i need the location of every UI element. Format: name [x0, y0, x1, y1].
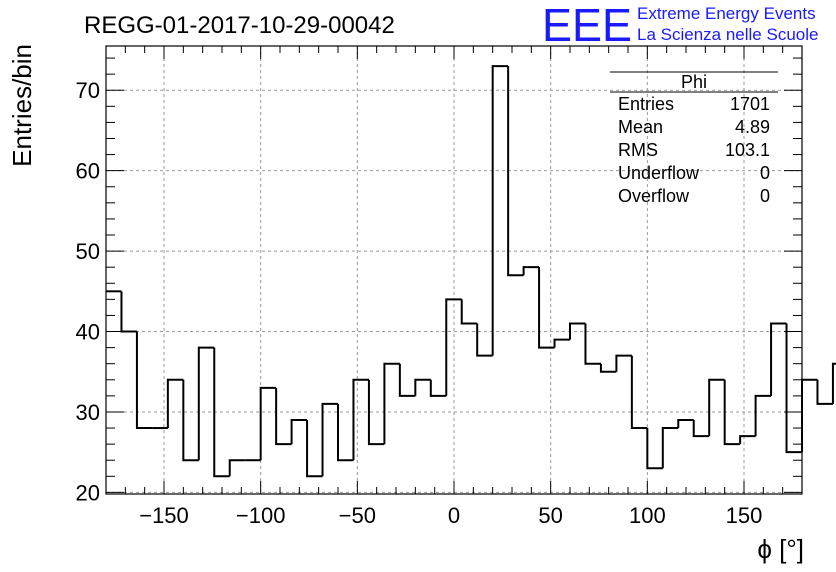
histogram-bin [460, 299, 478, 325]
histogram-bin [739, 435, 756, 445]
histogram-bin [538, 267, 555, 349]
eee-logo: EEE Extreme Energy Events La Scienza nel… [542, 0, 818, 51]
chart-title: REGG-01-2017-10-29-00042 [84, 12, 395, 39]
histogram-bin [507, 66, 524, 277]
histogram-bars [106, 65, 836, 478]
x-tick-label: −100 [236, 503, 286, 528]
stats-row-value: 0 [760, 186, 770, 206]
x-tick-label: 50 [538, 503, 562, 528]
histogram-bin [646, 428, 663, 470]
histogram-bin [197, 346, 215, 461]
axis-ticks [105, 46, 803, 494]
histogram-bin [816, 379, 833, 405]
x-tick-labels: −150 −100 −50 0 50 100 150 [139, 503, 762, 528]
histogram-bin [383, 362, 400, 445]
histogram-bin [135, 331, 153, 430]
stats-row-value: 4.89 [735, 117, 770, 137]
histogram-bin [491, 65, 509, 356]
histogram-bin [630, 355, 648, 430]
grid-lines [106, 46, 802, 494]
x-tick-label: 100 [629, 503, 666, 528]
histogram-bin [677, 419, 694, 429]
stats-row-label: RMS [618, 140, 658, 160]
y-tick-labels: 20 30 40 50 60 70 [76, 78, 100, 505]
histogram-bin [785, 323, 802, 454]
histogram-bin [414, 378, 431, 396]
histogram-bin [801, 378, 818, 453]
stats-title: Phi [681, 72, 707, 92]
stats-row-value: 1701 [730, 94, 770, 114]
histogram-bin [352, 378, 369, 461]
x-tick-label: −150 [139, 503, 189, 528]
stats-rows: Entries 1701 Mean 4.89 RMS 103.1 Underflow 0 Ove… [618, 94, 770, 206]
histogram-bin [166, 378, 184, 429]
histogram-bin [321, 402, 338, 477]
x-tick-label: 150 [726, 503, 763, 528]
stats-row-value: 0 [760, 163, 770, 183]
histogram-bin [553, 338, 570, 348]
stats-row-value: 103.1 [725, 140, 770, 160]
x-tick-label: −50 [339, 503, 376, 528]
histogram-bin [615, 354, 632, 372]
eee-logo-line1: Extreme Energy Events [637, 4, 816, 23]
y-tick-label: 30 [76, 400, 100, 425]
histogram-bin [584, 323, 601, 365]
histogram-bin [367, 379, 385, 446]
stats-box: Phi Entries 1701 Mean 4.89 RMS 103.1 Underflow… [610, 71, 778, 206]
stats-row-label: Overflow [618, 186, 690, 206]
eee-logo-letters: EEE [542, 0, 632, 51]
histogram-bin [259, 386, 277, 461]
y-tick-label: 50 [76, 239, 100, 264]
histogram-bin [708, 378, 725, 437]
y-tick-label: 70 [76, 78, 100, 103]
histogram-bin [692, 420, 710, 438]
histogram-bin [337, 403, 354, 462]
eee-logo-line2: La Scienza nelle Scuole [637, 25, 818, 44]
histogram-bin [831, 362, 836, 404]
histogram-bin [398, 363, 416, 397]
y-tick-label: 60 [76, 159, 100, 184]
y-tick-label: 20 [76, 480, 100, 505]
y-axis-label: Entries/bin [7, 44, 37, 167]
plot-frame [105, 45, 803, 495]
histogram-bin [429, 379, 447, 397]
y-tick-label: 40 [76, 320, 100, 345]
stats-row-label: Entries [618, 94, 674, 114]
histogram-bin [569, 322, 586, 340]
histogram-bin [290, 419, 308, 445]
stats-row-label: Mean [618, 117, 663, 137]
histogram-bin [522, 266, 540, 276]
histogram-bin [120, 291, 137, 333]
histogram-bin [476, 323, 493, 357]
histogram-bin [306, 420, 323, 478]
histogram-bin [661, 427, 679, 469]
histogram-bin [213, 347, 230, 478]
histogram-bin [228, 459, 246, 477]
histogram-bin [275, 387, 292, 446]
histogram-bin [754, 394, 772, 437]
histogram-bin [182, 379, 199, 462]
histogram-bin [723, 379, 741, 446]
histogram-bin [445, 298, 462, 396]
histogram-bin [770, 322, 787, 396]
x-axis-label: ϕ [°] [757, 534, 804, 564]
x-tick-label: 0 [448, 503, 460, 528]
stats-row-label: Underflow [618, 163, 700, 183]
histogram-bin [599, 363, 617, 373]
